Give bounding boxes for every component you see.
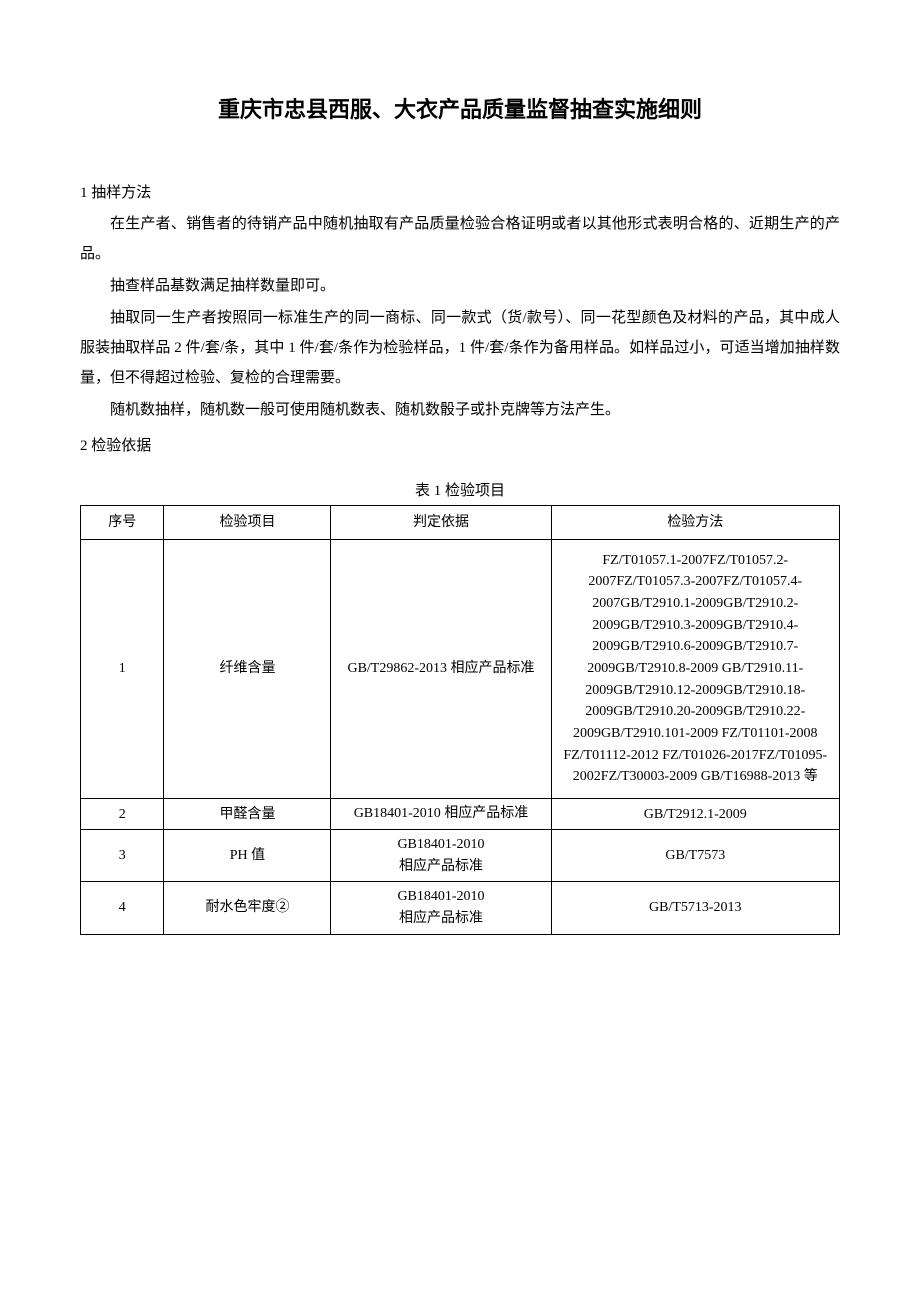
cell-item: 纤维含量: [164, 539, 331, 799]
basis-line2: 相应产品标准: [399, 911, 483, 926]
cell-item: 甲醛含量: [164, 799, 331, 830]
cell-item: 耐水色牢度②: [164, 882, 331, 934]
cell-method: FZ/T01057.1-2007FZ/T01057.2-2007FZ/T0105…: [551, 539, 839, 799]
cell-num: 3: [81, 829, 164, 881]
table-row: 1 纤维含量 GB/T29862-2013 相应产品标准 FZ/T01057.1…: [81, 539, 840, 799]
cell-item: PH 值: [164, 829, 331, 881]
section1-heading: 1 抽样方法: [80, 180, 840, 207]
cell-basis: GB18401-2010 相应产品标准: [331, 829, 551, 881]
header-item: 检验项目: [164, 505, 331, 539]
cell-num: 4: [81, 882, 164, 934]
cell-basis: GB18401-2010 相应产品标准: [331, 882, 551, 934]
section1-p2: 抽查样品基数满足抽样数量即可。: [80, 271, 840, 301]
cell-num: 1: [81, 539, 164, 799]
basis-line2: 相应产品标准: [399, 859, 483, 874]
section1-p3: 抽取同一生产者按照同一标准生产的同一商标、同一款式（货/款号）、同一花型颜色及材…: [80, 303, 840, 393]
basis-line1: GB18401-2010: [397, 889, 484, 904]
table-row: 4 耐水色牢度② GB18401-2010 相应产品标准 GB/T5713-20…: [81, 882, 840, 934]
header-method: 检验方法: [551, 505, 839, 539]
table-caption: 表 1 检验项目: [80, 478, 840, 505]
cell-basis: GB/T29862-2013 相应产品标准: [331, 539, 551, 799]
basis-line1: GB18401-2010: [397, 837, 484, 852]
cell-method: GB/T5713-2013: [551, 882, 839, 934]
table-row: 2 甲醛含量 GB18401-2010 相应产品标准 GB/T2912.1-20…: [81, 799, 840, 830]
page-title: 重庆市忠县西服、大衣产品质量监督抽查实施细则: [80, 90, 840, 130]
cell-method: GB/T7573: [551, 829, 839, 881]
section2-heading: 2 检验依据: [80, 433, 840, 460]
cell-basis: GB18401-2010 相应产品标准: [331, 799, 551, 830]
section1-p4: 随机数抽样，随机数一般可使用随机数表、随机数骰子或扑克牌等方法产生。: [80, 395, 840, 425]
inspection-table: 序号 检验项目 判定依据 检验方法 1 纤维含量 GB/T29862-2013 …: [80, 505, 840, 935]
header-basis: 判定依据: [331, 505, 551, 539]
section1-p1: 在生产者、销售者的待销产品中随机抽取有产品质量检验合格证明或者以其他形式表明合格…: [80, 209, 840, 269]
header-num: 序号: [81, 505, 164, 539]
table-header-row: 序号 检验项目 判定依据 检验方法: [81, 505, 840, 539]
cell-method: GB/T2912.1-2009: [551, 799, 839, 830]
table-row: 3 PH 值 GB18401-2010 相应产品标准 GB/T7573: [81, 829, 840, 881]
cell-num: 2: [81, 799, 164, 830]
